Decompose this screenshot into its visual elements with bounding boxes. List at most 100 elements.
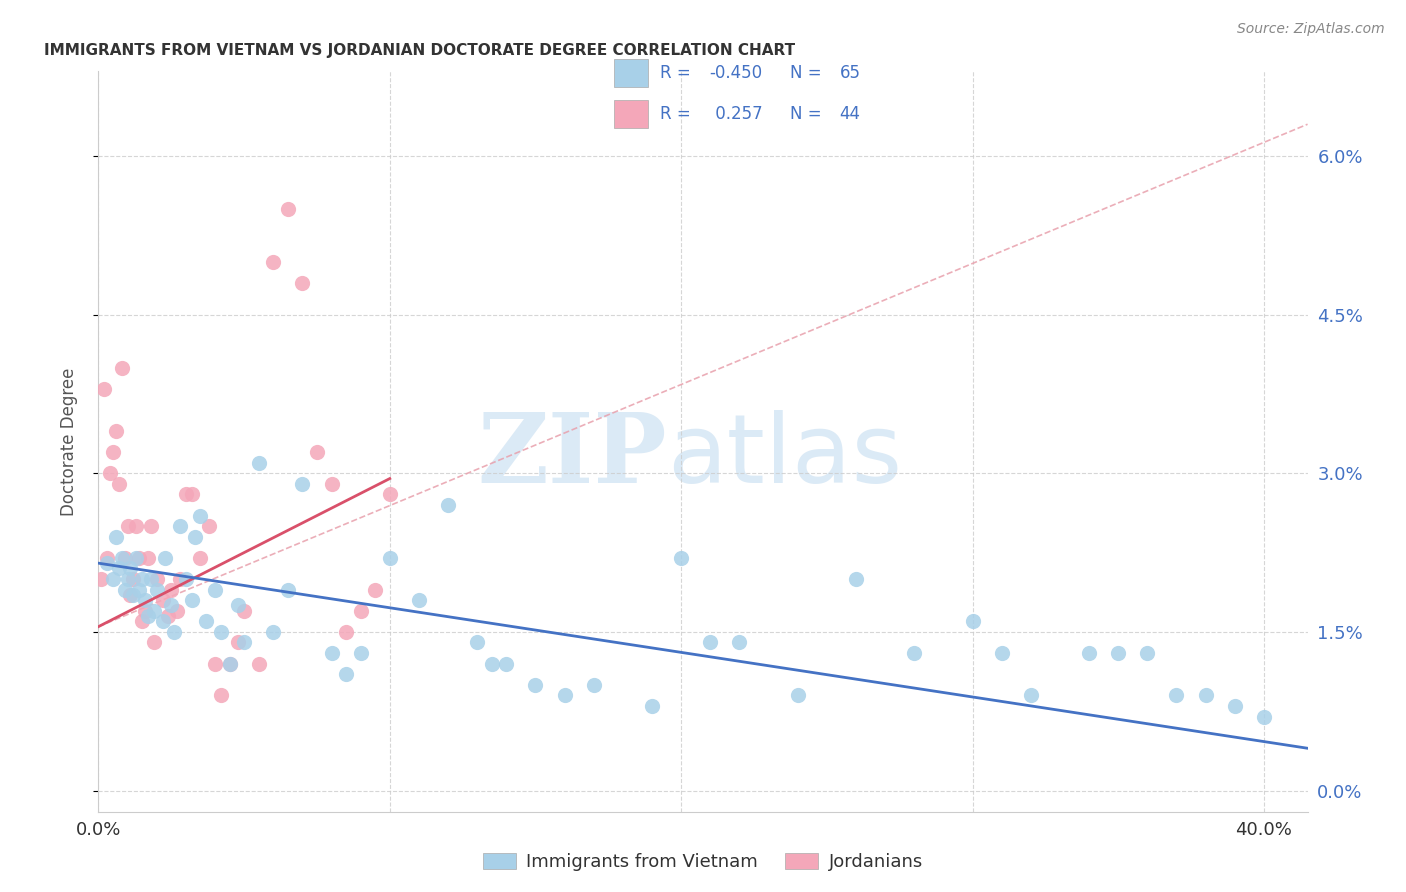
Point <box>169 519 191 533</box>
Point <box>190 508 212 523</box>
Point <box>1166 689 1188 703</box>
Point <box>136 609 159 624</box>
Point <box>98 467 121 481</box>
Point <box>183 530 205 544</box>
Point <box>134 604 156 618</box>
Point <box>1253 709 1275 723</box>
Point <box>139 519 162 533</box>
Point <box>169 572 191 586</box>
Point <box>131 572 153 586</box>
Point <box>1194 689 1216 703</box>
Point <box>990 646 1012 660</box>
Point <box>204 657 226 671</box>
Point <box>1223 698 1246 713</box>
Point <box>114 582 136 597</box>
Point <box>125 519 148 533</box>
Point <box>1019 689 1042 703</box>
Point <box>465 635 488 649</box>
Point <box>641 698 664 713</box>
Point <box>131 615 153 629</box>
Point <box>262 624 284 639</box>
Point <box>111 550 134 565</box>
Point <box>209 624 232 639</box>
Point <box>180 593 202 607</box>
Point <box>122 572 145 586</box>
Point <box>174 487 197 501</box>
Text: Source: ZipAtlas.com: Source: ZipAtlas.com <box>1237 22 1385 37</box>
Point <box>96 550 118 565</box>
Y-axis label: Doctorate Degree: Doctorate Degree <box>59 368 77 516</box>
Point <box>117 572 139 586</box>
Point <box>134 593 156 607</box>
Point <box>160 599 183 613</box>
Point <box>233 604 256 618</box>
Point <box>1078 646 1101 660</box>
Point <box>305 445 328 459</box>
Point <box>139 572 162 586</box>
Point <box>1136 646 1159 660</box>
Point <box>204 582 226 597</box>
Point <box>364 582 387 597</box>
Point <box>104 530 127 544</box>
Text: 65: 65 <box>839 64 860 82</box>
Point <box>190 550 212 565</box>
Point <box>218 657 240 671</box>
Point <box>145 572 167 586</box>
Point <box>209 689 232 703</box>
Point <box>786 689 808 703</box>
Point <box>845 572 868 586</box>
Point <box>350 604 373 618</box>
Point <box>218 657 240 671</box>
Bar <box>614 59 648 87</box>
Point <box>125 550 148 565</box>
Point <box>437 498 460 512</box>
Point <box>108 476 131 491</box>
Point <box>93 382 115 396</box>
Text: R =: R = <box>661 64 696 82</box>
Point <box>136 550 159 565</box>
Text: 0.257: 0.257 <box>710 105 762 123</box>
Point <box>226 599 249 613</box>
Point <box>335 667 357 681</box>
Point <box>481 657 503 671</box>
Point <box>142 604 165 618</box>
Point <box>160 582 183 597</box>
Point <box>350 646 373 660</box>
Point <box>142 635 165 649</box>
Text: N =: N = <box>790 105 827 123</box>
Text: N =: N = <box>790 64 827 82</box>
Point <box>145 582 167 597</box>
Point <box>128 550 150 565</box>
Point <box>104 424 127 438</box>
Point <box>554 689 576 703</box>
Point <box>152 593 174 607</box>
Point <box>962 615 984 629</box>
Point <box>198 519 221 533</box>
Point <box>120 588 142 602</box>
Point <box>122 588 145 602</box>
Bar <box>614 100 648 128</box>
Point <box>111 360 134 375</box>
Point <box>163 624 186 639</box>
Point <box>321 646 343 660</box>
Point <box>247 657 270 671</box>
Point <box>277 582 299 597</box>
Point <box>114 550 136 565</box>
Text: ZIP: ZIP <box>477 409 666 503</box>
Point <box>96 556 118 570</box>
Point <box>117 519 139 533</box>
Point <box>291 476 314 491</box>
Point <box>166 604 188 618</box>
Point <box>378 550 401 565</box>
Point <box>408 593 430 607</box>
Text: IMMIGRANTS FROM VIETNAM VS JORDANIAN DOCTORATE DEGREE CORRELATION CHART: IMMIGRANTS FROM VIETNAM VS JORDANIAN DOC… <box>44 43 796 58</box>
Point <box>180 487 202 501</box>
Point <box>699 635 721 649</box>
Text: atlas: atlas <box>666 409 901 503</box>
Point <box>262 254 284 268</box>
Point <box>128 582 150 597</box>
Point <box>120 561 142 575</box>
Text: 44: 44 <box>839 105 860 123</box>
Point <box>495 657 517 671</box>
Text: -0.450: -0.450 <box>710 64 763 82</box>
